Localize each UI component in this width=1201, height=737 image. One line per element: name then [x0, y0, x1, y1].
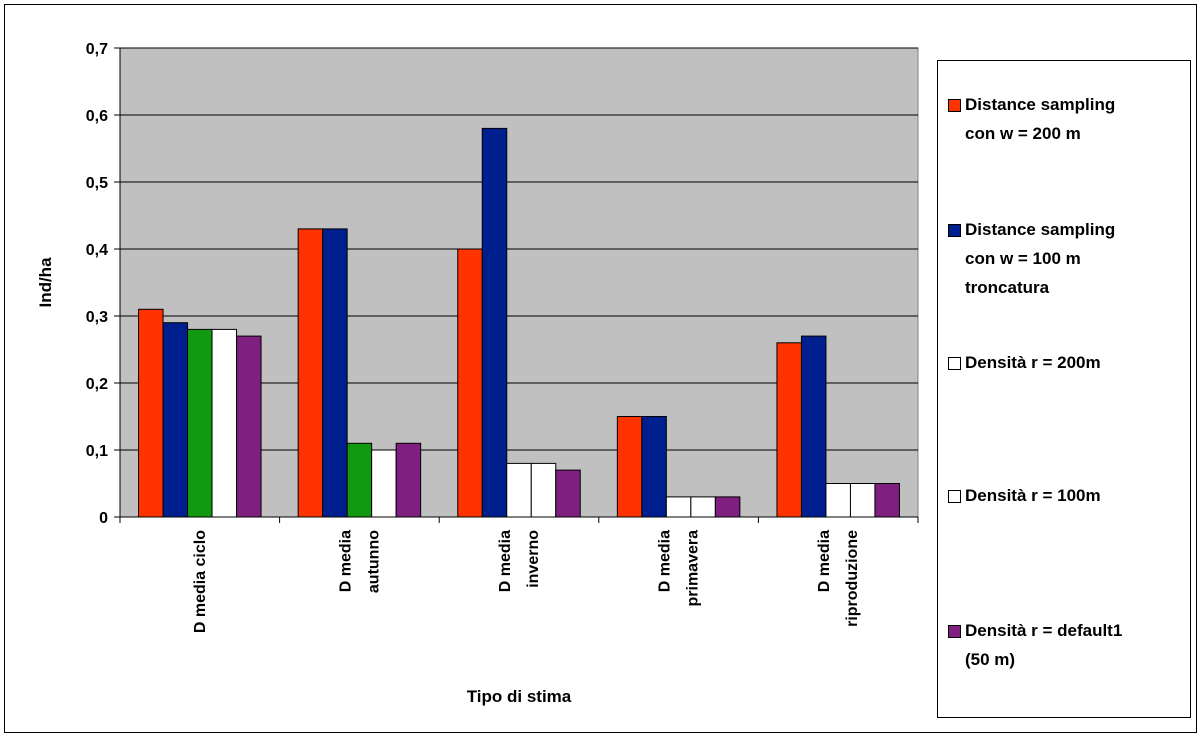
y-tick-label: 0,7: [86, 41, 108, 58]
legend-item-series-4: Densità r = 100m: [948, 484, 1101, 510]
x-tick-label: D media primavera: [657, 530, 702, 607]
legend-swatch-series-4: [948, 490, 961, 503]
legend-label-series-3: Densità r = 200m: [965, 353, 1101, 372]
legend-swatch-series-2: [948, 224, 961, 237]
legend-item-series-5: Densità r = default1 (50 m): [948, 619, 1122, 674]
bar: [555, 469, 581, 518]
bar: [690, 496, 716, 518]
legend-swatch-series-1: [948, 99, 961, 112]
legend-swatch-series-5: [948, 625, 961, 638]
y-tick-label: 0,1: [86, 443, 108, 460]
bar: [395, 442, 422, 518]
y-tick-label: 0: [99, 510, 108, 527]
bar: [297, 228, 324, 518]
bar: [530, 462, 557, 518]
legend-label-series-2: Distance sampling con w = 100 m troncatu…: [965, 220, 1116, 297]
bar: [849, 483, 876, 518]
bar: [616, 416, 643, 518]
x-tick-label: D media autunno: [337, 530, 382, 593]
legend: Distance sampling con w = 200 m Distance…: [937, 60, 1191, 718]
bar: [457, 248, 483, 518]
y-tick-label: 0,2: [86, 376, 108, 393]
y-tick-label: 0,4: [86, 242, 108, 259]
y-tick-label: 0,3: [86, 309, 108, 326]
bar: [236, 335, 262, 518]
bar: [371, 449, 397, 518]
bar: [874, 483, 900, 518]
bar: [776, 342, 802, 518]
y-axis-label: Ind/ha: [36, 257, 55, 308]
bar: [481, 127, 508, 518]
x-axis-label: Tipo di stima: [467, 687, 572, 706]
bar: [714, 496, 741, 518]
legend-label-series-1: Distance sampling con w = 200 m: [965, 95, 1116, 143]
legend-label-series-5: Densità r = default1 (50 m): [965, 621, 1123, 669]
legend-item-series-2: Distance sampling con w = 100 m troncatu…: [948, 218, 1115, 302]
bar: [825, 483, 851, 518]
y-tick-label: 0,5: [86, 175, 108, 192]
legend-label-series-4: Densità r = 100m: [965, 486, 1101, 505]
bar: [322, 228, 348, 518]
bar: [665, 496, 692, 518]
legend-item-series-3: Densità r = 200m: [948, 351, 1101, 377]
bar: [800, 335, 827, 518]
bar: [211, 328, 238, 518]
x-tick-label: D media inverno: [497, 530, 542, 592]
x-tick-label: D media ciclo: [192, 530, 209, 633]
bar: [641, 416, 667, 518]
bar: [162, 322, 189, 518]
legend-item-series-1: Distance sampling con w = 200 m: [948, 93, 1115, 148]
bar: [138, 308, 164, 518]
bar: [346, 442, 373, 518]
bar: [506, 462, 532, 518]
legend-swatch-series-3: [948, 357, 961, 370]
y-tick-label: 0,6: [86, 108, 108, 125]
x-tick-label: D media riproduzione: [816, 530, 861, 627]
bar: [187, 328, 213, 518]
